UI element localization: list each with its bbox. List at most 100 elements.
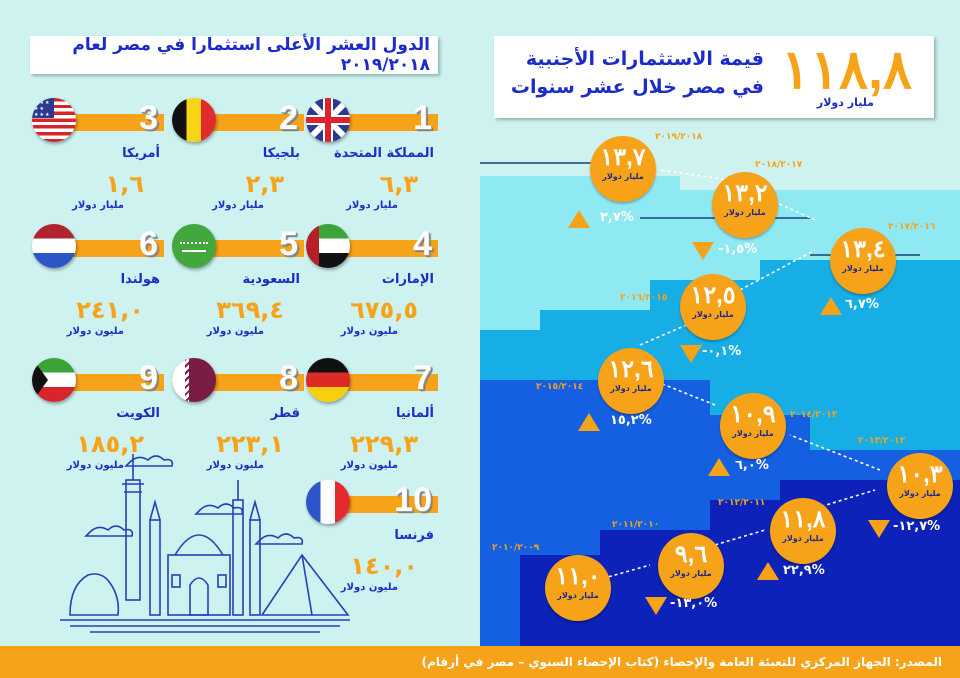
kuwait-flag-icon [32, 358, 76, 402]
country-card-usa: ★★★ ★★ ★★★ 3 أمريكا ١,٦ مليار دولار [32, 96, 164, 216]
year-label: ٢٠١١/٢٠١٠ [612, 520, 660, 530]
belgium-flag-icon [172, 98, 216, 142]
qatar-flag-icon [172, 358, 216, 402]
rank-bar [204, 114, 304, 131]
bubble-2014-2015: ١٢,٦ مليار دولار [598, 348, 664, 414]
bubble-2013-2014: ١٠,٩ مليار دولار [720, 393, 786, 459]
percent-change: %٢٢,٩ [783, 563, 825, 578]
percent-change: %١٥,٢ [610, 413, 652, 428]
country-name: هولندا [120, 272, 160, 287]
usa-flag-icon: ★★★ ★★ ★★★ [32, 98, 76, 142]
country-card-saudi: 5 السعودية ٣٦٩,٤ مليون دولار [172, 222, 304, 342]
bubble-2010-2011: ٩,٦ مليار دولار [658, 533, 724, 599]
rank-bar [338, 240, 438, 257]
saudi-flag-icon [172, 224, 216, 268]
year-label: ٢٠١٢/٢٠١١ [718, 498, 766, 508]
country-card-france: 10 فرنسا ١٤٠,٠ مليون دولار [306, 478, 438, 598]
bubble-2017-2018: ١٣,٢ مليار دولار [712, 172, 778, 238]
country-name: أمريكا [122, 146, 160, 161]
country-name: السعودية [242, 272, 301, 287]
decrease-arrow-icon [645, 597, 667, 615]
rank-bar [64, 374, 164, 391]
investment-value: ٢,٣ [245, 170, 284, 198]
uae-flag-icon [306, 224, 350, 268]
decrease-arrow-icon [692, 242, 714, 260]
year-label: ٢٠١٥/٢٠١٤ [536, 382, 584, 392]
rank-bar [338, 496, 438, 513]
rank-number: 2 [279, 99, 298, 137]
rank-bar [338, 114, 438, 131]
investment-unit: مليون دولار [66, 326, 124, 337]
total-investment-value: ١١٨,٨ [780, 40, 912, 100]
year-label: ٢٠١٠/٢٠٠٩ [492, 543, 540, 553]
bubble-2011-2012: ١١,٨ مليار دولار [770, 498, 836, 564]
rank-number: 1 [413, 99, 432, 137]
rank-number: 6 [139, 225, 158, 263]
percent-change: %١٢,٧- [893, 519, 941, 534]
percent-change: %٣,٧ [600, 210, 634, 225]
investment-unit: مليون دولار [206, 460, 264, 471]
germany-flag-icon [306, 358, 350, 402]
investment-value: ٦٧٥,٥ [350, 296, 418, 324]
decrease-arrow-icon [868, 520, 890, 538]
france-flag-icon [306, 480, 350, 524]
chart-title-line2: في مصر خلال عشر سنوات [510, 76, 764, 98]
right-panel-header: ١١٨,٨ مليار دولار قيمة الاستثمارات الأجن… [494, 36, 934, 118]
country-card-uk: 1 المملكة المتحدة ٦,٣ مليار دولار [306, 96, 438, 216]
country-card-germany: 7 ألمانيا ٢٢٩,٣ مليون دولار [306, 356, 438, 476]
rank-bar [204, 240, 304, 257]
chart-title-line1: قيمة الاستثمارات الأجنبية [525, 48, 764, 70]
country-card-uae: 4 الإمارات ٦٧٥,٥ مليون دولار [306, 222, 438, 342]
year-label: ٢٠١٤/٢٠١٣ [790, 410, 838, 420]
bubble-2015-2016: ١٢,٥ مليار دولار [680, 274, 746, 340]
bubble-2009-2010: ١١,٠ مليار دولار [545, 555, 611, 621]
country-card-kuwait: 9 الكويت ١٨٥,٢ مليون دولار [32, 356, 164, 476]
rank-bar [64, 114, 164, 131]
investment-value: ٢٤١,٠ [76, 296, 144, 324]
investment-unit: مليون دولار [340, 460, 398, 471]
increase-arrow-icon [820, 297, 842, 315]
rank-number: 10 [394, 481, 432, 519]
country-card-netherlands: 6 هولندا ٢٤١,٠ مليون دولار [32, 222, 164, 342]
percent-change: %٦,٧ [845, 297, 879, 312]
investment-unit: مليون دولار [340, 582, 398, 593]
cairo-landmarks-illustration [60, 454, 350, 633]
country-card-belgium: 2 بلجيكا ٢,٣ مليار دولار [172, 96, 304, 216]
country-name: المملكة المتحدة [334, 146, 434, 161]
percent-change: %١٣,٠- [670, 596, 718, 611]
bubble-2016-2017: ١٣,٤ مليار دولار [830, 228, 896, 294]
investment-unit: مليار دولار [346, 200, 398, 211]
source-footer: المصدر: الجهاز المركزي للتعبئة العامة وا… [0, 646, 960, 678]
increase-arrow-icon [568, 210, 590, 228]
investment-unit: مليون دولار [66, 460, 124, 471]
investment-unit: مليون دولار [206, 326, 264, 337]
percent-change: %٠,١- [702, 344, 742, 359]
investment-value: ٣٦٩,٤ [216, 296, 284, 324]
rank-number: 5 [279, 225, 298, 263]
investment-unit: مليار دولار [212, 200, 264, 211]
investment-value: ١,٦ [105, 170, 144, 198]
country-name: الإمارات [381, 272, 434, 287]
rank-bar [338, 374, 438, 391]
investment-value: ٦,٣ [379, 170, 418, 198]
investment-value: ١٤٠,٠ [350, 552, 418, 580]
bubble-2018-2019: ١٣,٧ مليار دولار [590, 136, 656, 202]
year-label: ٢٠١٩/٢٠١٨ [655, 132, 703, 142]
year-label: ٢٠١٣/٢٠١٢ [858, 436, 906, 446]
rank-number: 7 [413, 359, 432, 397]
investment-value: ٢٢٣,١ [216, 430, 284, 458]
increase-arrow-icon [757, 562, 779, 580]
investment-value: ٢٢٩,٣ [350, 430, 418, 458]
investment-value: ١٨٥,٢ [76, 430, 144, 458]
total-investment-unit: مليار دولار [816, 96, 874, 109]
investment-unit: مليار دولار [72, 200, 124, 211]
country-name: الكويت [116, 406, 160, 421]
country-name: بلجيكا [262, 146, 300, 161]
country-name: فرنسا [394, 528, 434, 543]
netherlands-flag-icon [32, 224, 76, 268]
increase-arrow-icon [578, 413, 600, 431]
bubble-2012-2013: ١٠,٣ مليار دولار [887, 453, 953, 519]
percent-change: %٦,٠ [735, 458, 769, 473]
rank-bar [64, 240, 164, 257]
rank-number: 3 [139, 99, 158, 137]
